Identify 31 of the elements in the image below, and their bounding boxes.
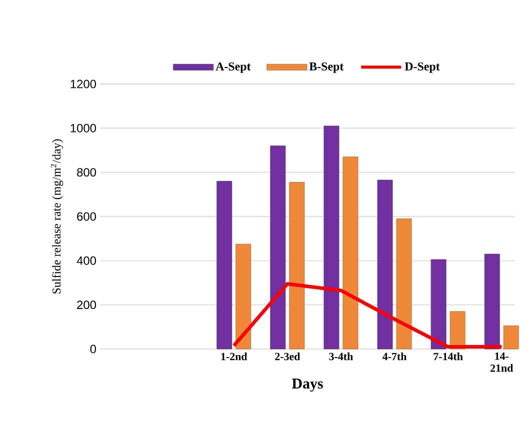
bar: [270, 146, 286, 350]
y-tick-label: 600: [77, 212, 96, 221]
bar: [503, 326, 519, 350]
x-tick-label: 14-21nd: [490, 352, 514, 372]
x-tick-label: 7-14th: [434, 352, 463, 360]
bar: [324, 126, 340, 350]
bar: [236, 244, 252, 350]
bar: [342, 156, 358, 350]
x-axis-title: Days: [292, 378, 323, 392]
y-tick-label: 400: [76, 256, 96, 265]
x-tick-label: 3-4th: [329, 352, 353, 360]
line-series: [232, 282, 504, 349]
x-tick-label: 2-3ed: [275, 352, 300, 360]
bar: [377, 180, 393, 350]
bar: [430, 259, 446, 350]
y-tick-label: 200: [77, 300, 96, 310]
y-tick-label: 800: [77, 168, 96, 177]
y-tick-label: 0: [90, 344, 96, 354]
legend-label: A-Sept: [216, 62, 251, 73]
bar: [216, 180, 232, 350]
x-tick-label: 4-7th: [382, 352, 407, 360]
bar: [484, 254, 500, 350]
legend-label: B-Sept: [309, 62, 344, 73]
bar: [289, 182, 305, 350]
x-tick-label: 1-2nd: [221, 352, 248, 360]
legend-label: D-Sept: [404, 62, 440, 73]
bar: [396, 218, 412, 350]
y-tick-label: 1000: [70, 124, 96, 132]
y-axis-title: Sulfide release rate (mg/m$^{2}$/day): [50, 139, 64, 294]
bar: [450, 311, 466, 350]
y-tick-label: 1200: [70, 80, 96, 88]
